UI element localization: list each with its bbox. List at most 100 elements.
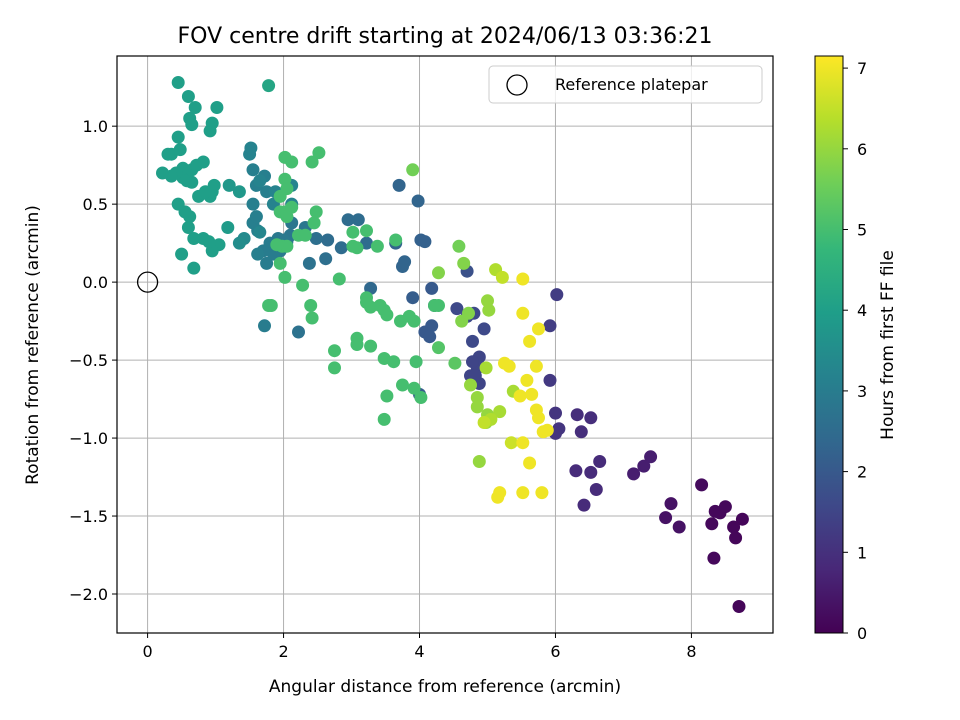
chart-title: FOV centre drift starting at 2024/06/13 …: [178, 24, 713, 49]
data-point: [350, 338, 364, 351]
data-point: [389, 233, 403, 247]
colorbar-tick-label: 2: [857, 463, 867, 482]
data-point: [246, 197, 260, 211]
data-point: [466, 334, 479, 348]
data-point: [569, 464, 583, 478]
colorbar-tick-label: 6: [857, 140, 867, 159]
data-point: [637, 459, 651, 473]
colorbar-label: Hours from first FF file: [878, 250, 898, 440]
data-point: [495, 270, 509, 284]
colorbar-tick-label: 7: [857, 59, 867, 78]
x-axis-label: Angular distance from reference (arcmin): [269, 677, 621, 697]
data-point: [196, 232, 210, 245]
data-point: [432, 266, 445, 280]
data-point: [425, 281, 439, 295]
data-point: [570, 408, 584, 422]
data-point: [672, 520, 686, 534]
data-point: [173, 143, 187, 157]
colorbar-ticks: 0 1 2 3 4 5 6 7: [843, 59, 867, 643]
data-point: [351, 213, 365, 227]
data-point: [644, 450, 658, 464]
data-point: [540, 423, 554, 437]
data-point: [504, 436, 518, 450]
data-point: [513, 389, 527, 403]
data-point: [262, 299, 276, 312]
data-point: [472, 455, 486, 468]
data-point: [464, 378, 477, 392]
y-tick-label: −2.0: [69, 585, 108, 604]
colorbar-gradient: [814, 55, 844, 634]
data-point: [210, 101, 224, 114]
data-point: [258, 319, 271, 333]
data-point: [249, 210, 263, 224]
data-point: [532, 322, 545, 336]
data-point: [304, 299, 318, 312]
y-tick-label: 0.5: [83, 195, 108, 214]
data-point: [292, 325, 305, 339]
data-point: [175, 247, 189, 261]
data-point: [529, 359, 543, 373]
data-point: [364, 339, 378, 353]
data-point: [309, 205, 323, 219]
data-point: [718, 500, 732, 514]
data-point: [171, 76, 185, 89]
data-point: [285, 200, 299, 214]
x-tick-label: 4: [414, 642, 424, 661]
x-tick-label: 2: [278, 642, 288, 661]
data-point: [432, 299, 445, 312]
colorbar-tick-label: 5: [857, 221, 867, 240]
data-point: [705, 517, 719, 531]
data-point: [516, 272, 530, 286]
data-point: [550, 288, 564, 302]
data-point: [732, 600, 746, 613]
data-point: [278, 270, 292, 284]
data-point: [387, 355, 401, 369]
data-point: [298, 228, 312, 242]
data-point: [516, 436, 530, 450]
data-point: [198, 185, 212, 199]
data-point: [425, 319, 439, 333]
data-point: [470, 400, 484, 414]
data-point: [577, 498, 591, 512]
data-point: [525, 387, 539, 401]
data-point: [380, 389, 394, 403]
data-point: [188, 101, 202, 114]
data-point: [171, 130, 185, 144]
legend-box: [488, 65, 763, 104]
data-point: [360, 224, 373, 238]
data-point: [432, 341, 445, 355]
data-point: [535, 486, 549, 500]
y-axis-ticks: 1.0 0.5 0.0 −0.5 −1.0 −1.5 −2.0: [69, 117, 117, 604]
data-point: [309, 232, 323, 245]
data-point: [246, 163, 260, 177]
data-point: [307, 216, 321, 230]
x-tick-label: 6: [550, 642, 560, 661]
y-tick-label: 0.0: [83, 273, 108, 292]
data-point: [627, 467, 641, 481]
data-point: [584, 411, 598, 425]
data-point: [735, 512, 749, 526]
x-axis-ticks: 0 2 4 6 8: [142, 633, 697, 661]
data-point: [346, 225, 360, 239]
legend-marker-icon: [506, 74, 528, 96]
data-point: [396, 378, 409, 392]
data-point: [305, 155, 319, 169]
data-point: [452, 239, 466, 253]
y-axis-label: Rotation from reference (arcmin): [23, 205, 43, 485]
data-point: [328, 344, 341, 358]
data-point: [407, 381, 421, 395]
data-point: [462, 306, 475, 320]
data-point: [477, 416, 491, 429]
data-point: [466, 355, 479, 369]
data-point: [493, 486, 507, 500]
data-point: [593, 455, 607, 468]
data-point: [285, 155, 299, 169]
data-point: [450, 302, 464, 316]
data-point: [350, 241, 364, 255]
y-tick-label: −1.0: [69, 429, 108, 448]
data-point: [205, 116, 219, 130]
data-point: [380, 308, 394, 322]
data-point: [414, 391, 428, 404]
data-point: [457, 256, 471, 270]
data-point: [334, 241, 348, 255]
